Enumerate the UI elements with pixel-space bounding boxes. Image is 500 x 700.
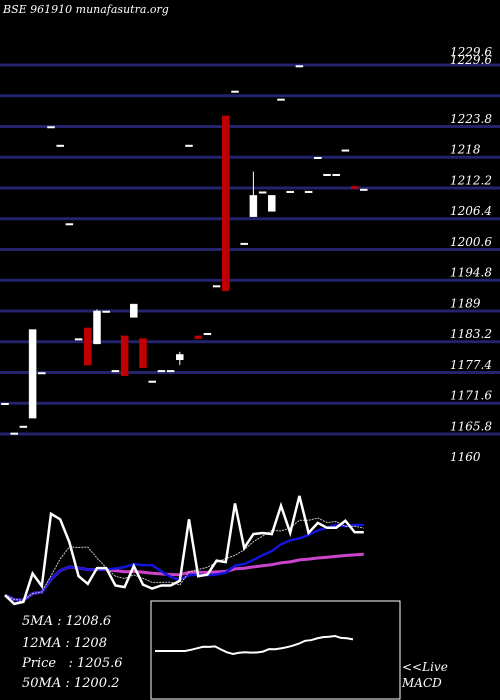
y-tick-label: 1218: [450, 143, 481, 157]
site-label: munafasutra.org: [75, 3, 169, 16]
candle-body: [19, 425, 28, 428]
candle-body: [240, 242, 248, 245]
candle-body: [93, 310, 101, 345]
candle-body: [148, 380, 156, 383]
candle-body: [258, 191, 267, 194]
candle-body: [10, 432, 18, 435]
candle-body: [185, 144, 193, 147]
ma50-stat: 50MA : 1200.2: [22, 676, 120, 691]
ma12-line: [4, 523, 364, 602]
price-line: [4, 495, 364, 606]
y-tick-label: 1189: [450, 296, 481, 310]
candle-body: [323, 173, 331, 176]
ma12-stat: 12MA : 1208: [22, 636, 107, 651]
candle-body: [304, 190, 313, 193]
candle-body: [56, 144, 64, 147]
candle-body: [249, 195, 258, 217]
candle-body: [194, 335, 202, 339]
chart-header: BSE 961910 munafasutra.org: [3, 3, 169, 16]
candle-body: [268, 195, 276, 212]
candle-body: [203, 333, 212, 336]
candle-body: [65, 223, 74, 226]
candle-body: [102, 310, 110, 313]
y-tick-label: 1206.4: [450, 204, 492, 218]
candle-body: [120, 335, 129, 376]
candle-body: [332, 173, 340, 176]
candle-body: [84, 327, 92, 366]
ma5-line: [4, 517, 364, 601]
live-link[interactable]: <<Live: [402, 660, 448, 674]
y-tick-label: 1165.8: [450, 419, 492, 433]
y-tick-label: 1212.2: [450, 173, 492, 187]
candle-body: [295, 65, 304, 68]
y-tick-label: 1229.6: [450, 45, 492, 59]
candle-body: [286, 190, 294, 193]
candle-body: [1, 403, 9, 405]
candle-body: [277, 98, 285, 101]
y-tick-label: 1160: [450, 450, 481, 464]
candle-body: [212, 285, 221, 288]
candle-body: [314, 157, 322, 159]
macd-label: MACD: [402, 676, 442, 690]
candle-body: [231, 90, 239, 93]
candle-body: [341, 149, 350, 152]
candle-body: [157, 370, 166, 373]
y-tick-label: 1177.4: [450, 358, 492, 372]
y-tick-label: 1183.2: [450, 327, 492, 341]
candle-body: [222, 115, 230, 292]
y-tick-label: 1223.8: [450, 112, 492, 126]
candle-body: [350, 186, 359, 189]
candle-body: [111, 370, 120, 373]
macd-line: [155, 634, 354, 656]
candle-body: [28, 329, 37, 419]
y-tick-label: 1194.8: [450, 266, 492, 280]
candle-body: [74, 338, 83, 341]
candle-body: [130, 303, 138, 318]
candle-body: [176, 354, 184, 361]
candle-body: [47, 126, 55, 129]
symbol-label: BSE 961910: [3, 3, 73, 16]
candle-body: [360, 188, 368, 191]
ma5-stat: 5MA : 1208.6: [22, 614, 112, 629]
y-tick-label: 1200.6: [450, 235, 492, 249]
y-tick-label: 1171.6: [450, 389, 492, 403]
candle-body: [166, 370, 175, 373]
candle-body: [139, 338, 147, 368]
y-tick-label: 1229.6: [450, 53, 492, 67]
candle-body: [38, 372, 46, 375]
price-stat: Price : 1205.6: [22, 656, 123, 671]
